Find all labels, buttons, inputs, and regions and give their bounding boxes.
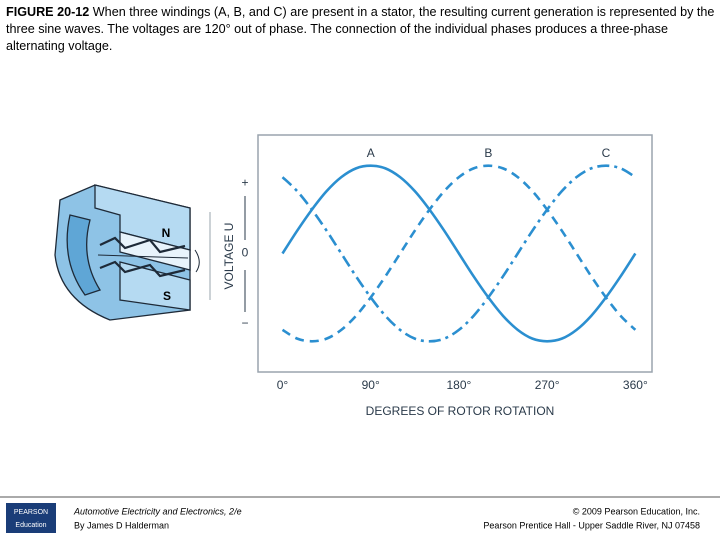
logo [6, 503, 56, 533]
pole-label: S [163, 289, 171, 303]
caption: FIGURE 20-12 When three windings (A, B, … [6, 4, 718, 55]
x-tick-label: 360° [623, 378, 648, 392]
logo-text: PEARSON [14, 509, 48, 516]
author: By James D Halderman [74, 520, 169, 530]
y-tick-label: 0 [242, 246, 249, 260]
copyright: © 2009 Pearson Education, Inc. [573, 506, 700, 516]
series-label: C [602, 146, 611, 160]
y-tick-label: − [241, 316, 248, 330]
publisher: Pearson Prentice Hall - Upper Saddle Riv… [483, 520, 700, 530]
stator-drawing [54, 184, 200, 321]
phase-curve [281, 164, 637, 343]
logo-text: Education [15, 522, 46, 529]
series-label: B [484, 146, 492, 160]
series-label: A [367, 146, 375, 160]
x-tick-label: 90° [362, 378, 380, 392]
plot-frame [257, 134, 653, 373]
caption-text: When three windings (A, B, and C) are pr… [6, 5, 715, 53]
pole-label: N [162, 226, 171, 240]
book-title: Automotive Electricity and Electronics, … [73, 506, 242, 516]
x-tick-label: 270° [535, 378, 560, 392]
x-axis-label: DEGREES OF ROTOR ROTATION [366, 404, 555, 418]
phase-curve [281, 164, 637, 343]
x-tick-label: 180° [447, 378, 472, 392]
y-tick-label: + [241, 175, 248, 189]
y-axis-label: VOLTAGE U [222, 223, 236, 290]
x-tick-label: 0° [277, 378, 289, 392]
caption-label: FIGURE 20-12 [6, 5, 90, 19]
phase-curve [281, 164, 637, 343]
